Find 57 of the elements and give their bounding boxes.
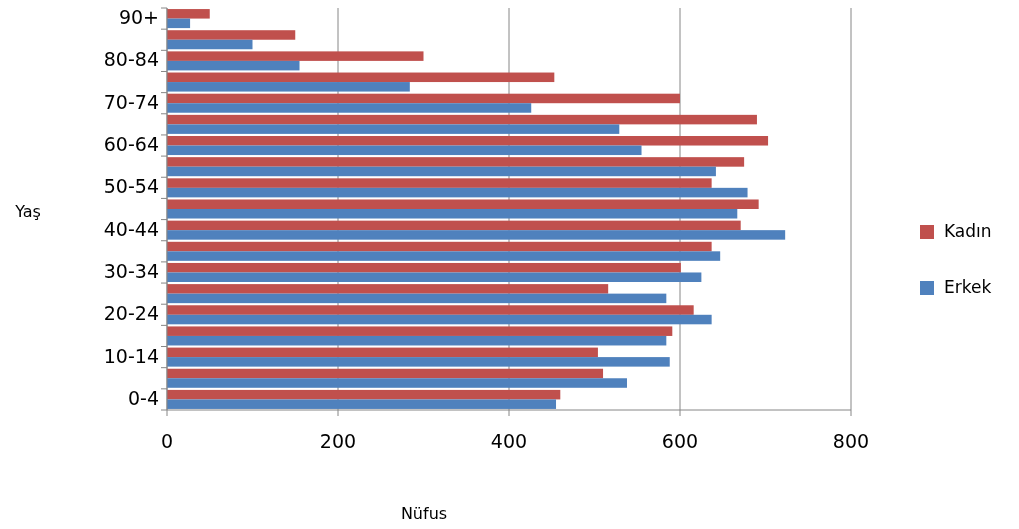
y-tick-label: 0-4 — [127, 386, 159, 409]
y-tick-label: 50-54 — [103, 175, 159, 198]
bar — [167, 230, 786, 240]
bar — [167, 335, 667, 346]
bar — [167, 199, 759, 209]
bar — [167, 30, 296, 40]
bar — [167, 262, 681, 273]
bar — [167, 399, 557, 409]
bar — [167, 93, 680, 104]
x-tick-label: 400 — [490, 430, 528, 452]
y-tick-label: 70-74 — [103, 90, 159, 113]
bar — [167, 357, 670, 367]
x-tick-label: 600 — [661, 430, 699, 452]
y-axis-title: Yaş — [14, 202, 41, 221]
y-tick-label: 10-14 — [103, 344, 159, 367]
bar — [167, 220, 741, 231]
bar — [167, 251, 721, 261]
bar — [167, 347, 598, 358]
y-tick-label: 60-64 — [103, 133, 159, 156]
bar — [167, 124, 620, 134]
bar — [167, 178, 712, 188]
y-tick-label: 80-84 — [103, 48, 159, 71]
bar — [167, 326, 673, 336]
bar — [167, 145, 642, 156]
bar — [167, 103, 532, 113]
bar — [167, 9, 210, 19]
bar — [167, 82, 410, 92]
bar — [167, 51, 424, 61]
bar — [167, 368, 604, 379]
bar — [167, 378, 627, 388]
bar — [167, 136, 769, 146]
y-tick-label: 40-44 — [103, 217, 159, 240]
bar — [167, 389, 561, 400]
bar — [167, 284, 609, 294]
bar — [167, 187, 748, 198]
bar — [167, 60, 300, 71]
bar — [167, 293, 667, 304]
x-tick-label: 800 — [832, 430, 870, 452]
y-tick-label: 20-24 — [103, 302, 159, 325]
bar — [167, 314, 712, 325]
x-axis-title: Nüfus — [400, 504, 448, 523]
x-tick-label: 0 — [160, 430, 174, 452]
bar — [167, 114, 757, 125]
x-tick-label: 200 — [319, 430, 357, 452]
legend-label: Kadın — [944, 221, 992, 241]
y-tick-label: 90+ — [118, 6, 159, 29]
bar — [167, 18, 191, 29]
bar — [167, 166, 716, 177]
bar — [167, 209, 738, 219]
legend-label: Erkek — [944, 277, 992, 297]
y-tick-label: 30-34 — [103, 259, 159, 282]
bar — [167, 72, 555, 83]
bar — [167, 241, 712, 252]
bar — [167, 305, 694, 315]
bar — [167, 39, 253, 50]
bar — [167, 157, 745, 167]
bar — [167, 272, 702, 282]
